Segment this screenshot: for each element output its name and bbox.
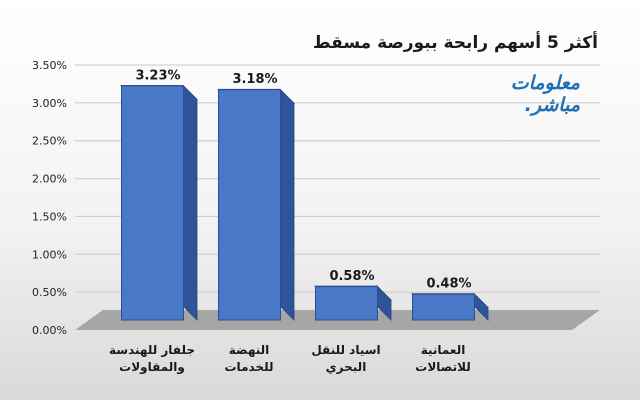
data-label: 0.58% [329, 269, 374, 284]
x-label-4-line-2: للاتصالات [415, 360, 471, 374]
mubasher-logo: معلومات مباشر. [510, 72, 580, 116]
x-label-3-line-2: البحري [325, 360, 367, 374]
bar [121, 85, 184, 321]
x-label-1-line-2: والمقاولات [119, 360, 185, 374]
logo-line-1: معلومات [510, 72, 580, 94]
x-label-3: اسياد للنقل البحري [291, 342, 401, 376]
x-label-4-line-1: العمانية [420, 343, 466, 357]
y-tick-label: 3.00% [32, 97, 67, 110]
y-tick-label: 2.00% [32, 173, 67, 186]
bar [315, 286, 378, 321]
x-label-1-line-1: جلفار للهندسة [108, 343, 195, 357]
data-label: 3.23% [135, 68, 180, 83]
bar [218, 89, 281, 321]
logo-line-2: مباشر. [524, 94, 580, 116]
bar-side [182, 84, 198, 321]
y-tick-label: 1.50% [32, 210, 67, 223]
x-label-2: النهضة للخدمات [194, 342, 304, 376]
y-tick-label: 3.50% [32, 59, 67, 72]
bar-side [279, 88, 295, 321]
y-tick-label: 0.50% [32, 286, 67, 299]
x-label-1: جلفار للهندسة والمقاولات [97, 342, 207, 376]
x-label-3-line-1: اسياد للنقل [311, 343, 381, 357]
y-tick-label: 0.00% [32, 324, 67, 337]
data-label: 0.48% [426, 277, 471, 292]
y-tick-label: 2.50% [32, 135, 67, 148]
chart-title: أكثر 5 أسهم رابحة ببورصة مسقط [312, 33, 598, 53]
x-label-4: العمانية للاتصالات [388, 342, 498, 376]
y-tick-label: 1.00% [32, 248, 67, 261]
x-label-2-line-2: للخدمات [224, 360, 274, 374]
bar [412, 293, 475, 321]
data-label: 3.18% [232, 72, 277, 87]
x-label-2-line-1: النهضة [228, 343, 270, 357]
